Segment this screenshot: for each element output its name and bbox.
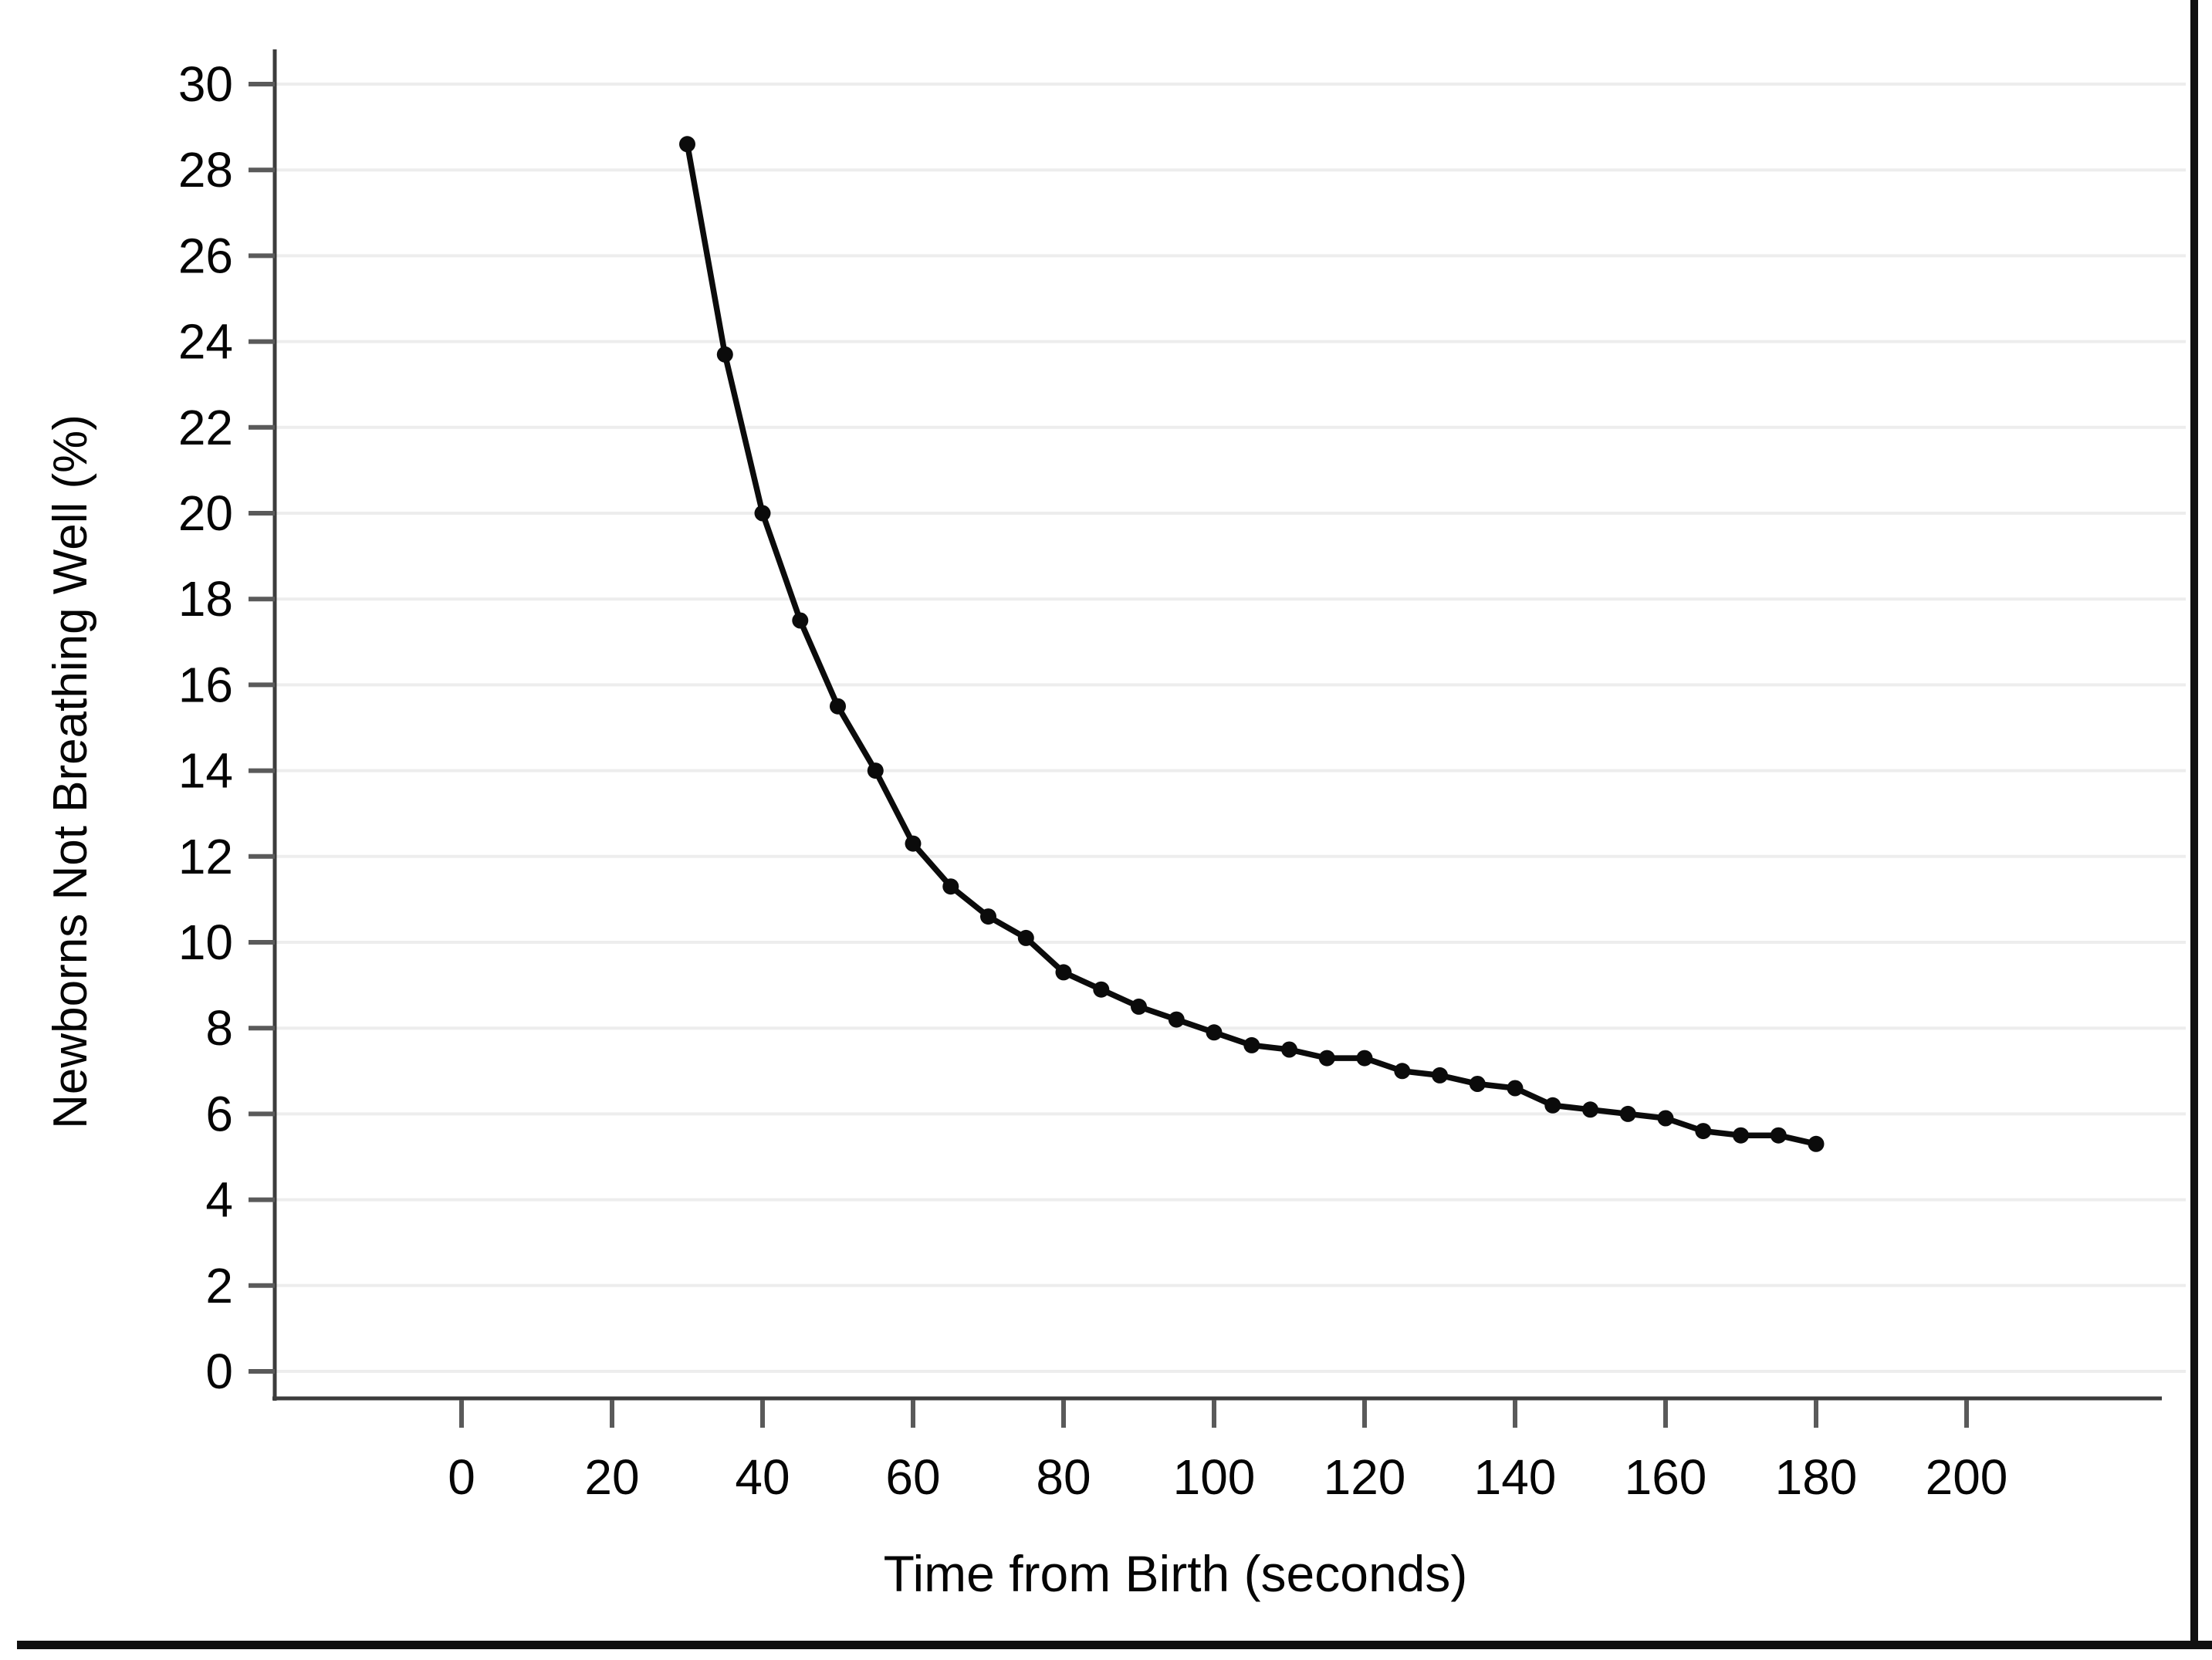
data-point-160s (1657, 1110, 1674, 1127)
x-axis-title: Time from Birth (seconds) (884, 1545, 1468, 1602)
x-tick-label-180: 180 (1775, 1449, 1858, 1505)
page-border-bottom (17, 1641, 2212, 1649)
y-tick-label-6: 6 (205, 1086, 233, 1141)
y-tick-label-24: 24 (178, 314, 233, 370)
data-point-55s (867, 762, 884, 779)
data-series (679, 136, 1825, 1152)
data-point-110s (1281, 1041, 1297, 1058)
x-tick-label-40: 40 (735, 1449, 790, 1505)
data-point-30s (679, 136, 695, 153)
y-axis-ticks (249, 82, 275, 1374)
data-point-100s (1206, 1024, 1223, 1041)
y-tick-label-22: 22 (178, 400, 233, 455)
data-point-50s (830, 698, 846, 715)
x-tick-label-160: 160 (1625, 1449, 1707, 1505)
data-point-115s (1318, 1050, 1335, 1067)
y-tick-label-0: 0 (205, 1344, 233, 1399)
y-tick-label-30: 30 (178, 56, 233, 112)
data-point-65s (942, 878, 959, 895)
data-point-140s (1507, 1080, 1524, 1097)
x-tick-label-0: 0 (448, 1449, 475, 1505)
y-tick-label-20: 20 (178, 485, 233, 541)
data-point-165s (1695, 1123, 1712, 1140)
data-point-155s (1619, 1105, 1636, 1122)
x-tick-label-80: 80 (1036, 1449, 1091, 1505)
data-point-75s (1017, 929, 1034, 946)
y-tick-label-28: 28 (178, 142, 233, 198)
data-point-145s (1544, 1097, 1561, 1114)
data-point-40s (754, 505, 771, 522)
data-point-85s (1093, 981, 1110, 998)
y-tick-label-14: 14 (178, 743, 233, 799)
x-tick-label-140: 140 (1474, 1449, 1557, 1505)
data-point-170s (1733, 1127, 1749, 1144)
gridlines (276, 83, 2186, 1373)
x-tick-label-100: 100 (1173, 1449, 1256, 1505)
x-tick-label-120: 120 (1324, 1449, 1406, 1505)
x-tick-label-200: 200 (1926, 1449, 2008, 1505)
data-point-90s (1131, 998, 1147, 1015)
data-point-70s (980, 908, 996, 925)
y-tick-label-18: 18 (178, 571, 233, 627)
data-point-60s (905, 835, 922, 852)
data-point-150s (1582, 1101, 1598, 1118)
y-tick-label-16: 16 (178, 657, 233, 712)
data-point-135s (1469, 1076, 1486, 1092)
x-axis-tick-labels: 0 20 40 60 80 100 120 140 160 180 200 (448, 1449, 2007, 1505)
data-point-175s (1770, 1127, 1787, 1144)
x-axis-ticks (459, 1400, 1969, 1428)
series-line (684, 141, 1819, 1148)
y-tick-label-12: 12 (178, 829, 233, 884)
y-tick-label-8: 8 (205, 1000, 233, 1056)
data-point-105s (1243, 1036, 1260, 1053)
data-point-130s (1432, 1067, 1448, 1084)
y-tick-label-4: 4 (205, 1172, 233, 1228)
data-point-125s (1394, 1063, 1411, 1080)
y-tick-label-2: 2 (205, 1258, 233, 1313)
y-tick-label-10: 10 (178, 915, 233, 970)
page-border-right (2190, 0, 2198, 1649)
data-point-35s (716, 346, 733, 363)
y-axis-title: Newborns Not Breathing Well (%) (44, 414, 97, 1129)
data-point-95s (1168, 1011, 1185, 1028)
data-point-80s (1055, 964, 1072, 981)
data-point-120s (1356, 1050, 1373, 1067)
axes (272, 49, 2162, 1401)
series-markers (679, 136, 1825, 1152)
data-point-45s (792, 612, 809, 629)
x-tick-label-20: 20 (584, 1449, 639, 1505)
x-tick-label-60: 60 (885, 1449, 940, 1505)
data-point-180s (1808, 1135, 1825, 1152)
y-tick-label-26: 26 (178, 228, 233, 283)
